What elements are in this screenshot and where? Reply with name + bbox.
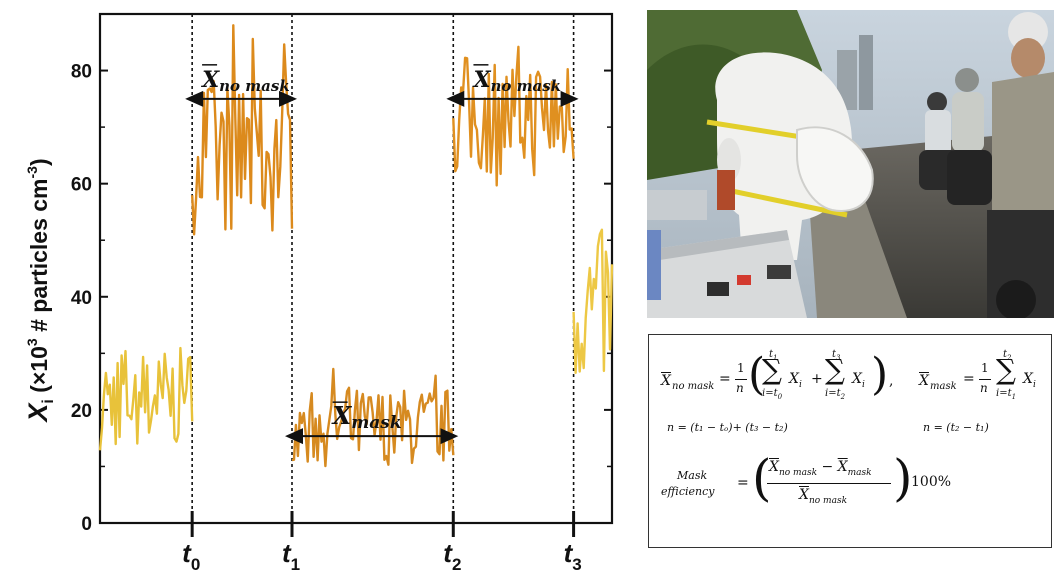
formula-xi-3: Xi — [1023, 371, 1036, 390]
formula-eff-denominator: Xno mask — [799, 487, 848, 506]
annotation-label: Xno mask — [200, 67, 290, 95]
svg-text:Xi (×103 # particles cm-3): Xi (×103 # particles cm-3) — [23, 158, 57, 423]
formula-n-1: n — [736, 381, 744, 395]
formula-xi-2: Xi — [852, 371, 865, 390]
formula-xi-1: Xi — [789, 371, 802, 390]
series-line-before — [98, 346, 194, 451]
formula-paren-open-2: ( — [752, 449, 772, 507]
formula-eff-label-1: Mask — [677, 469, 708, 482]
formula-eff-label-2: efficiency — [661, 485, 715, 498]
formula-lhs-mask: X — [919, 373, 929, 389]
sampling-device — [647, 170, 807, 318]
formula-one-1: 1 — [737, 361, 745, 375]
series-line-after — [572, 228, 614, 374]
series-line-no-mask-1 — [191, 24, 294, 236]
formula-sum1-bottom: i=t0 — [762, 388, 783, 401]
marker-label-t1: t1 — [282, 538, 300, 573]
formula-lhs-no-mask: X — [661, 373, 671, 389]
formula-eq-1: = — [719, 371, 731, 387]
y-tick-label: 80 — [71, 62, 92, 83]
formula-n-definition-2: n = (t₂ − t₁) — [923, 421, 989, 434]
formula-sum3-bottom: i=t1 — [996, 388, 1017, 401]
formula-paren-open-1: ( — [748, 349, 766, 400]
formula-panel: X no mask = 1 n ( t1 ∑ i=t0 Xi + t3 ∑ i=… — [648, 334, 1052, 548]
formula-n-2: n — [980, 381, 988, 395]
formula-eff-percent: 100% — [911, 474, 952, 490]
formula-sum2-sigma: ∑ — [825, 353, 845, 386]
annotation-label: Xno mask — [471, 67, 561, 95]
y-tick-label: 60 — [71, 175, 92, 196]
y-tick-label: 0 — [81, 514, 92, 535]
chart-annotations: Xno mask Xmask Xno mask — [185, 64, 579, 445]
marker-label-t2: t2 — [443, 538, 461, 573]
annotation-label: Xmask — [331, 401, 402, 433]
y-axis-label: Xi (×103 # particles cm-3) — [23, 158, 57, 423]
formula-fracbar-3 — [767, 483, 891, 484]
formula-lhs-no-mask-sub: no mask — [672, 381, 715, 392]
formula-eq-3: = — [737, 475, 749, 491]
formula-eff-numerator: Xno mask − Xmask — [769, 459, 872, 478]
formula-sum3-sigma: ∑ — [996, 353, 1016, 386]
formula-eq-2: = — [963, 371, 975, 387]
formula-sum1-sigma: ∑ — [762, 353, 782, 386]
y-tick-label: 40 — [71, 288, 92, 309]
formula-sum2-bottom: i=t2 — [825, 388, 846, 401]
formula-sum3-top: t2 — [1003, 349, 1012, 362]
formula-fracbar-2 — [979, 379, 991, 380]
formula-sum2-top: t3 — [832, 349, 841, 362]
formula-lhs-mask-sub: mask — [930, 381, 957, 392]
y-tick-label: 20 — [71, 401, 92, 422]
formula-sum1-top: t1 — [769, 349, 778, 362]
motorbike-riders — [919, 12, 1054, 318]
formula-comma: , — [889, 373, 894, 389]
formula-paren-close-1: ) — [871, 349, 889, 400]
formula-n-definition-1: n = (t₁ − tₒ)+ (t₃ − t₂) — [667, 421, 788, 434]
mannequin-traffic-photo — [647, 10, 1054, 318]
photo-panel — [647, 10, 1054, 318]
marker-label-t0: t0 — [182, 538, 200, 573]
formula-one-2: 1 — [981, 361, 989, 375]
formula-fracbar-1 — [735, 379, 747, 380]
formula-paren-close-2: ) — [893, 449, 913, 507]
series-line-no-mask-2 — [452, 45, 575, 187]
formula-plus: + — [811, 371, 823, 387]
marker-label-t3: t3 — [564, 538, 582, 573]
